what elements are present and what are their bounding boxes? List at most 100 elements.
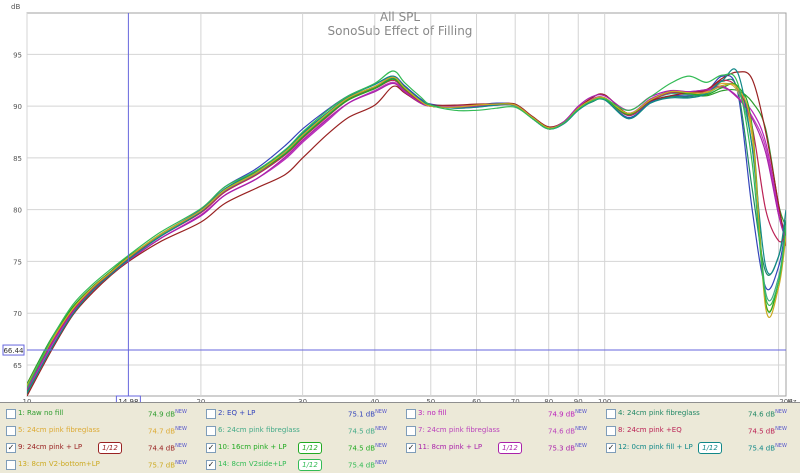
legend-spl-value: 74.9 dBNEW [548, 409, 587, 419]
cursor-x-label: 14.98 [118, 398, 138, 402]
y-tick-label: 85 [13, 155, 22, 163]
legend-new-tag: NEW [175, 460, 187, 466]
legend-item: 13: 8cm V2-bottom+LP 75.7 dBNEW [0, 457, 200, 474]
x-tick-label: 100 [598, 398, 611, 402]
legend-panel: 1: Raw no fill 74.9 dBNEW 2: EQ + LP 75.1 d… [0, 402, 800, 473]
smoothing-button[interactable]: 1/12 [498, 442, 522, 454]
legend-new-tag: NEW [375, 409, 387, 415]
legend-new-tag: NEW [575, 426, 587, 432]
legend-new-tag: NEW [575, 409, 587, 415]
x-tick-label: 90 [574, 398, 583, 402]
series-group [27, 68, 786, 396]
legend-item: 2: EQ + LP 75.1 dBNEW [200, 406, 400, 423]
legend-new-tag: NEW [775, 409, 787, 415]
x-tick-label: 30 [298, 398, 307, 402]
y-axis-unit: dB [11, 3, 20, 11]
legend-label: 12: 0cm pink fill + LP [618, 443, 693, 451]
legend-label: 9: 24cm pink + LP [18, 443, 83, 451]
legend-item: 4: 24cm pink fibreglass 74.6 dBNEW [600, 406, 800, 423]
legend-checkbox[interactable] [6, 409, 16, 419]
legend-label: 11: 8cm pink + LP [418, 443, 483, 451]
legend-label: 3: no fill [418, 409, 447, 417]
smoothing-button[interactable]: 1/12 [698, 442, 722, 454]
legend-spl-value: 74.5 dBNEW [748, 426, 787, 436]
legend-spl-value: 74.6 dBNEW [548, 426, 587, 436]
x-tick-label: 50 [426, 398, 435, 402]
legend-item: 7: 24cm pink fibreglass 74.6 dBNEW [400, 423, 600, 440]
cursor-y-box [2, 344, 25, 356]
legend-new-tag: NEW [375, 443, 387, 449]
x-tick-label: 60 [472, 398, 481, 402]
y-tick-label: 70 [13, 310, 22, 318]
legend-checkbox[interactable] [606, 426, 616, 436]
chart-title: All SPL [380, 10, 421, 24]
x-axis-unit: Hz [788, 398, 797, 402]
legend-row: 13: 8cm V2-bottom+LP 75.7 dBNEW ✓ 14: 8cm V… [0, 457, 800, 474]
smoothing-button[interactable]: 1/12 [298, 459, 322, 471]
x-tick-label: 20 [196, 398, 205, 402]
legend-spl-value: 75.7 dBNEW [148, 460, 187, 470]
legend-item: 8: 24cm pink +EQ 74.5 dBNEW [600, 423, 800, 440]
cursor-x-box [115, 395, 141, 402]
series-line-14 [27, 70, 786, 388]
legend-spl-value: 75.3 dBNEW [548, 443, 587, 453]
legend-label: 6: 24cm pink fibreglass [218, 426, 300, 434]
legend-checkbox[interactable] [206, 409, 216, 419]
legend-item: 5: 24cm pink fibreglass 74.7 dBNEW [0, 423, 200, 440]
legend-checkbox[interactable] [406, 426, 416, 436]
legend-new-tag: NEW [175, 443, 187, 449]
legend-spl-value: 74.4 dBNEW [148, 443, 187, 453]
legend-label: 8: 24cm pink +EQ [618, 426, 682, 434]
legend-item: ✓ 10: 16cm pink + LP 1/12 74.5 dBNEW [200, 440, 400, 457]
legend-checkbox[interactable]: ✓ [406, 443, 416, 453]
legend-checkbox[interactable] [6, 460, 16, 470]
legend-row: ✓ 9: 24cm pink + LP 1/12 74.4 dBNEW ✓ 10: 16c… [0, 440, 800, 457]
legend-label: 13: 8cm V2-bottom+LP [18, 460, 100, 468]
series-line-12 [27, 68, 786, 394]
legend-item: ✓ 9: 24cm pink + LP 1/12 74.4 dBNEW [0, 440, 200, 457]
smoothing-button[interactable]: 1/12 [298, 442, 322, 454]
legend-checkbox[interactable] [406, 409, 416, 419]
cursor-y-label: 66.44 [3, 347, 24, 355]
x-tick-label: 10 [23, 398, 32, 402]
legend-checkbox[interactable]: ✓ [206, 443, 216, 453]
legend-spl-value: 75.4 dBNEW [348, 460, 387, 470]
legend-new-tag: NEW [375, 460, 387, 466]
legend-new-tag: NEW [775, 443, 787, 449]
legend-new-tag: NEW [175, 426, 187, 432]
legend-row: 5: 24cm pink fibreglass 74.7 dBNEW 6: 24cm… [0, 423, 800, 440]
legend-spl-value: 74.7 dBNEW [148, 426, 187, 436]
legend-row: 1: Raw no fill 74.9 dBNEW 2: EQ + LP 75.1 d… [0, 406, 800, 423]
legend-checkbox[interactable]: ✓ [606, 443, 616, 453]
legend-spl-value: 74.9 dBNEW [148, 409, 187, 419]
legend-item: 3: no fill 74.9 dBNEW [400, 406, 600, 423]
legend-checkbox[interactable]: ✓ [206, 460, 216, 470]
legend-item: ✓ 11: 8cm pink + LP 1/12 75.3 dBNEW [400, 440, 600, 457]
legend-label: 14: 8cm V2side+LP [218, 460, 287, 468]
smoothing-button[interactable]: 1/12 [98, 442, 122, 454]
series-line-13 [27, 76, 786, 386]
legend-label: 5: 24cm pink fibreglass [18, 426, 100, 434]
series-line-9 [27, 71, 786, 396]
legend-new-tag: NEW [175, 409, 187, 415]
legend-item: 1: Raw no fill 74.9 dBNEW [0, 406, 200, 423]
x-tick-label: 80 [544, 398, 553, 402]
legend-spl-value: 75.1 dBNEW [348, 409, 387, 419]
legend-checkbox[interactable]: ✓ [6, 443, 16, 453]
legend-checkbox[interactable] [606, 409, 616, 419]
legend-label: 10: 16cm pink + LP [218, 443, 287, 451]
legend-checkbox[interactable] [6, 426, 16, 436]
legend-item: 6: 24cm pink fibreglass 74.5 dBNEW [200, 423, 400, 440]
legend-spl-value: 74.6 dBNEW [748, 409, 787, 419]
chart-subtitle: SonoSub Effect of Filling [328, 24, 473, 38]
legend-spl-value: 74.5 dBNEW [348, 443, 387, 453]
legend-label: 7: 24cm pink fibreglass [418, 426, 500, 434]
x-tick-label: 206 [779, 398, 793, 402]
legend-item: ✓ 14: 8cm V2side+LP 1/12 75.4 dBNEW [200, 457, 400, 474]
y-tick-label: 65 [13, 362, 22, 370]
legend-spl-value: 75.4 dBNEW [748, 443, 787, 453]
legend-checkbox[interactable] [206, 426, 216, 436]
legend-label: 4: 24cm pink fibreglass [618, 409, 700, 417]
